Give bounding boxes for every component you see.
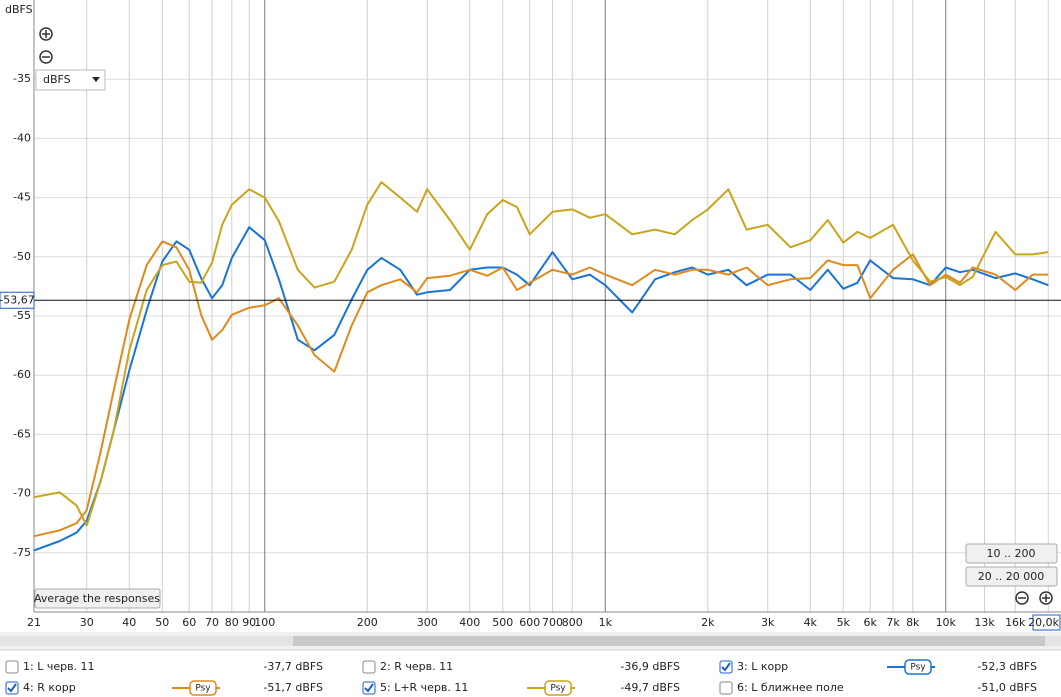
x-tick-label: 300	[417, 616, 438, 629]
range-button[interactable]: 10 .. 200	[965, 543, 1058, 564]
y-tick-label: -65	[13, 427, 31, 440]
checkbox	[5, 660, 19, 674]
legend-name: 2: R черв. 11	[380, 660, 453, 673]
legend-level: -37,7 dBFS	[263, 660, 323, 673]
legend-badge	[904, 659, 932, 675]
x-tick-label: 21	[27, 616, 41, 629]
smoothing-label: Psy	[550, 684, 566, 694]
legend-entry[interactable]: 2: R черв. 11 -36,9 dBFS	[362, 660, 680, 674]
legend-name: 1: L черв. 11	[23, 660, 95, 673]
legend-badge	[189, 680, 217, 696]
zoom-out-y[interactable]	[39, 50, 53, 64]
legend-name: 3: L корр	[737, 660, 788, 673]
x-tick-label: 3k	[761, 616, 775, 629]
y-tick-label: -50	[13, 250, 31, 263]
x-tick-label: 90	[242, 616, 256, 629]
button-label: 10 .. 200	[987, 547, 1036, 560]
zoom-in-x[interactable]	[1039, 591, 1053, 605]
x-tick-label: 60	[182, 616, 196, 629]
smoothing-label: Psy	[910, 663, 926, 673]
x-tick-label: 600	[519, 616, 540, 629]
x-tick-label: 80	[225, 616, 239, 629]
x-tick-label: 2k	[701, 616, 715, 629]
legend-entry[interactable]: 5: L+R черв. 11 Psy -49,7 dBFS	[362, 680, 680, 696]
legend-level: -36,9 dBFS	[620, 660, 680, 673]
zoom-out-x[interactable]	[1015, 591, 1029, 605]
checkbox	[362, 660, 376, 674]
x-tick-label: 70	[205, 616, 219, 629]
x-tick-label: 4k	[804, 616, 818, 629]
x-tick-label: 700	[542, 616, 563, 629]
x-tick-label: 13k	[974, 616, 995, 629]
x-tick-label: 800	[562, 616, 583, 629]
x-tick-label: 400	[459, 616, 480, 629]
dropdown-text: dBFS	[43, 73, 71, 86]
y-tick-label: -35	[13, 72, 31, 85]
legend-level: -49,7 dBFS	[620, 681, 680, 694]
y-tick-label: -45	[13, 191, 31, 204]
x-tick-label: 10k	[936, 616, 957, 629]
x-cursor-box	[1032, 614, 1061, 631]
checkmark	[721, 662, 731, 672]
x-tick-label: 100	[254, 616, 275, 629]
smoothing-label: Psy	[195, 684, 211, 694]
legend-name: 4: R корр	[23, 681, 76, 694]
button-label: Average the responses	[34, 592, 160, 605]
zoom-in-y[interactable]	[39, 27, 53, 41]
cursor-box	[0, 291, 35, 309]
range-button[interactable]: 20 .. 20 000	[965, 566, 1058, 587]
x-tick-label: 8k	[906, 616, 920, 629]
unit-dropdown[interactable]: dBFS	[35, 69, 106, 91]
legend-entry[interactable]: 4: R корр Psy -51,7 dBFS	[5, 680, 323, 696]
legend-level: -52,3 dBFS	[977, 660, 1037, 673]
x-tick-label: 500	[492, 616, 513, 629]
x-tick-label: 6k	[864, 616, 878, 629]
x-tick-label: 40	[122, 616, 136, 629]
legend-entry[interactable]: 1: L черв. 11 -37,7 dBFS	[5, 660, 323, 674]
x-tick-label: 50	[155, 616, 169, 629]
legend-panel	[0, 650, 1061, 697]
y-tick-label: -55	[13, 309, 31, 322]
legend-badge	[544, 680, 572, 696]
legend-level: -51,7 dBFS	[263, 681, 323, 694]
legend-entry[interactable]: 6: L ближнее поле -51,0 dBFS	[719, 681, 1037, 695]
legend-entry[interactable]: 3: L корр Psy -52,3 dBFS	[719, 659, 1037, 675]
y-tick-label: -40	[13, 131, 31, 144]
x-tick-label: 7k	[886, 616, 900, 629]
average-button[interactable]: Average the responses	[34, 588, 161, 609]
legend-level: -51,0 dBFS	[977, 681, 1037, 694]
x-tick-label: 200	[357, 616, 378, 629]
x-tick-label: 16k	[1005, 616, 1026, 629]
checkmark	[364, 683, 374, 693]
x-tick-label: 30	[80, 616, 94, 629]
series-line	[33, 181, 1049, 527]
checkbox	[719, 681, 733, 695]
button-label: 20 .. 20 000	[978, 570, 1044, 583]
scroll-thumb[interactable]	[293, 636, 1045, 646]
x-tick-label: 5k	[837, 616, 851, 629]
checkmark	[7, 683, 17, 693]
y-tick-label: -75	[13, 546, 31, 559]
y-axis-label: dBFS	[5, 3, 33, 16]
legend-name: 5: L+R черв. 11	[380, 681, 468, 694]
plot-area: -35 -40 -45 -50 -55 -60 -65 -70 -75 21 30 40 50 60 70 8…	[0, 0, 1061, 631]
series-line	[33, 240, 1049, 538]
legend-name: 6: L ближнее поле	[737, 681, 844, 694]
cursor-label: -53,67	[0, 293, 35, 306]
y-tick-label: -70	[13, 487, 31, 500]
y-tick-label: -60	[13, 368, 31, 381]
x-tick-label: 20,0k	[1028, 616, 1059, 629]
x-tick-label: 1k	[599, 616, 613, 629]
